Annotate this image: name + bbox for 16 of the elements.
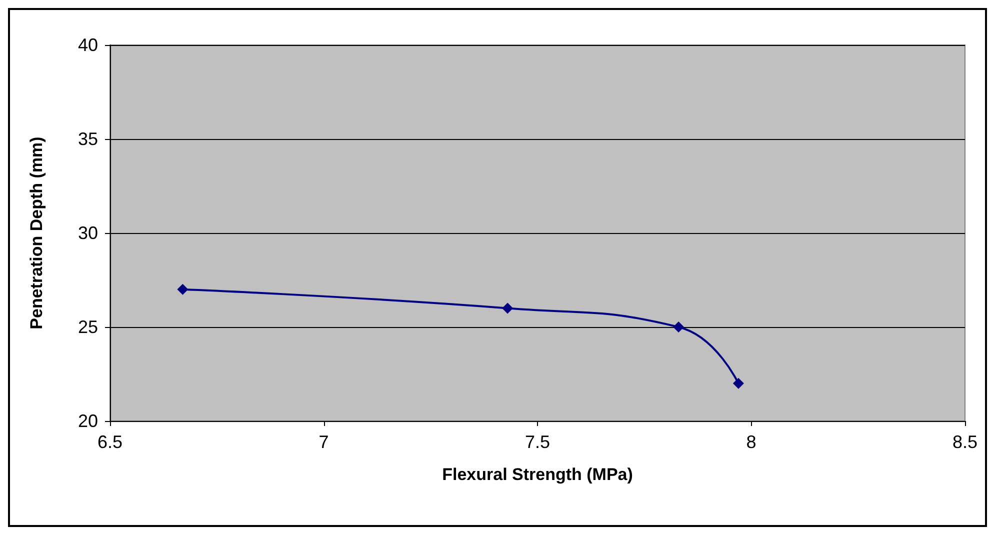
x-tick-label: 7.5 [524, 432, 550, 452]
y-tick-label: 25 [78, 317, 98, 337]
y-tick-label: 20 [78, 411, 98, 431]
x-tick-label: 7 [318, 432, 329, 452]
y-tick-label: 35 [78, 129, 98, 149]
point [177, 284, 188, 295]
point [502, 302, 514, 314]
y-tick-label: 40 [78, 35, 98, 55]
point [732, 378, 744, 389]
x-tick-label: 8.5 [952, 432, 978, 452]
y-axis-title: Penetration Depth (mm) [27, 136, 46, 330]
x-axis-title: Flexural Strength (MPa) [442, 465, 633, 484]
point [673, 322, 684, 332]
x-tick-label: 6.5 [97, 432, 123, 452]
y-tick-label: 30 [78, 223, 98, 243]
x-tick-label: 8 [746, 432, 756, 452]
